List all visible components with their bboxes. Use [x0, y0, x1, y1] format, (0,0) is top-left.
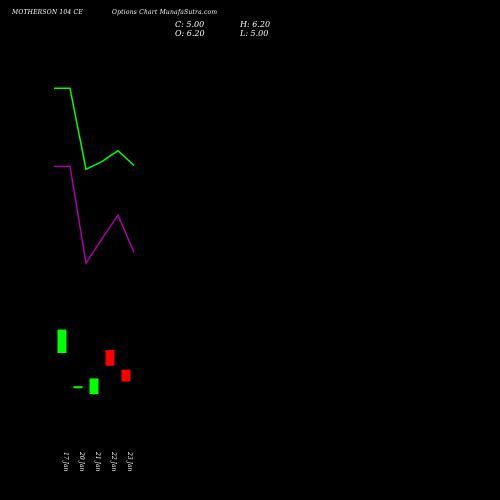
date-label: 17 Jan: [62, 452, 69, 472]
candle-21-jan: [89, 378, 99, 396]
indicator-line-1: [54, 87, 135, 171]
candles: [57, 329, 131, 396]
symbol-label: MOTHERSON 104 CE: [12, 9, 83, 16]
date-label: 22 Jan: [110, 451, 117, 472]
date-label: 21 Jan: [94, 451, 101, 472]
candle-body: [73, 386, 83, 389]
candle-20-jan: [73, 386, 83, 389]
chart-description: Options Chart MunafaSutra.com: [112, 9, 218, 16]
low-value: L: 5.00: [240, 29, 269, 38]
high-value: H: 6.20: [240, 20, 271, 29]
indicator-lines: [54, 87, 135, 266]
candle-body: [105, 350, 115, 366]
candle-body: [89, 378, 99, 395]
candle-17-jan: [57, 329, 67, 354]
date-label: 20 Jan: [78, 451, 85, 472]
open-value: O: 6.20: [175, 29, 205, 38]
candle-body: [121, 369, 131, 382]
candle-23-jan: [121, 369, 131, 382]
candle-22-jan: [105, 350, 115, 366]
date-label: 23 Jan: [126, 451, 133, 472]
close-value: C: 5.00: [175, 20, 205, 29]
candle-body: [57, 329, 67, 354]
date-labels: 17 Jan 20 Jan 21 Jan 22 Jan 23 Jan: [62, 451, 133, 472]
indicator-line-2: [54, 165, 135, 266]
